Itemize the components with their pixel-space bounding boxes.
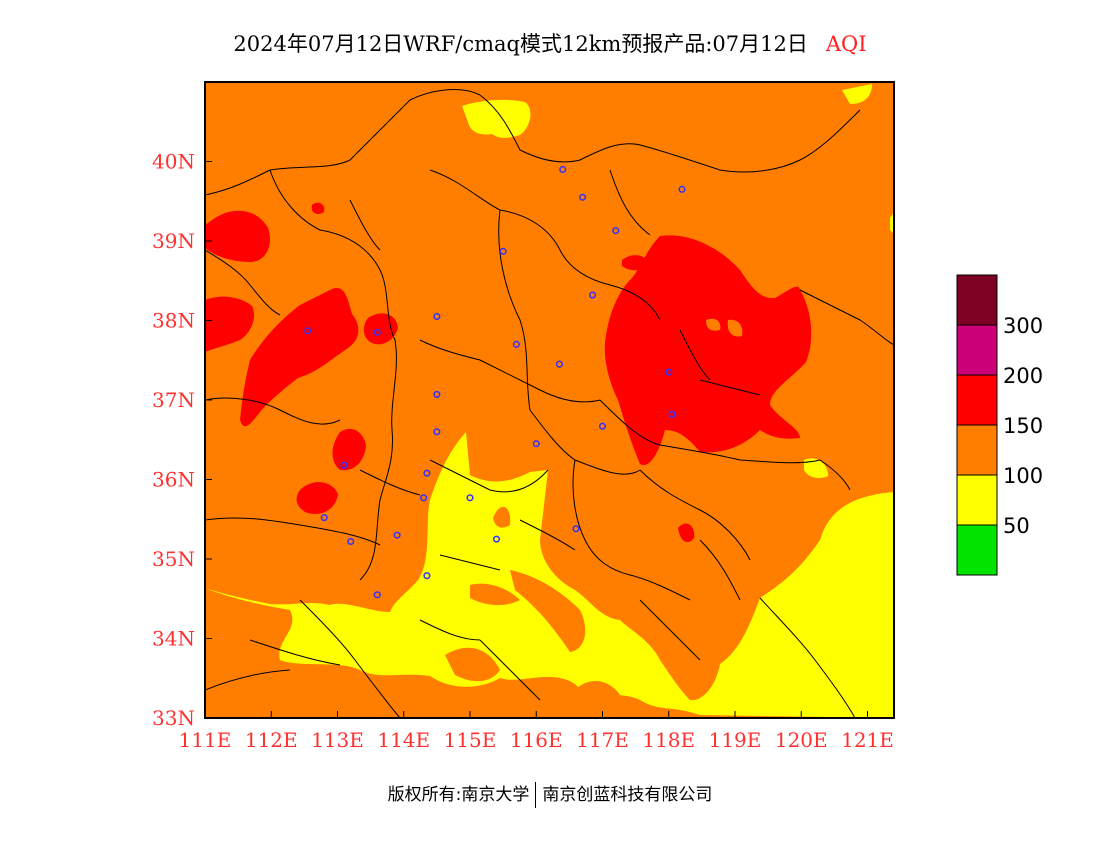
station-marker [320,514,328,522]
legend-label: 200 [1003,364,1043,388]
station-marker [532,440,540,448]
aqi-region-red-west-band [240,288,359,427]
legend-label: 150 [1003,414,1043,438]
x-tick-label: 113E [311,728,364,752]
station-markers [304,165,686,599]
x-tick-label: 116E [510,728,563,752]
station-marker [347,537,355,546]
station-marker [678,185,686,193]
station-marker [499,247,507,255]
aqi-region-red-east [604,235,812,466]
aqi-region-yellow-south [205,432,894,718]
copyright-left: 版权所有:南京大学 [387,785,530,805]
station-marker [598,422,607,430]
y-tick-label: 40N [152,150,195,174]
station-marker [665,368,673,376]
legend-swatch [956,324,998,376]
y-tick-label: 39N [152,229,195,253]
x-tick-label: 114E [377,728,430,752]
aqi-region-red-west-1 [205,210,270,262]
map-plot-area [205,82,894,718]
aqi-region-red-jincheng [296,482,338,514]
map-title: 2024年07月12日WRF/cmaq模式12km预报产品:07月12日 AQI [0,28,1100,58]
station-marker [393,531,401,539]
station-marker [579,193,587,201]
aqi-region-red-changzhi [332,428,366,471]
legend-swatch [956,524,998,576]
aqi-region-red-small-1 [311,202,325,214]
station-marker [559,165,567,173]
x-tick-label: 118E [642,728,695,752]
legend-label: 50 [1003,514,1030,538]
y-tick-label: 35N [152,547,195,571]
y-tick-label: 34N [152,627,195,651]
station-marker [612,227,620,235]
x-tick-label: 115E [444,728,497,752]
aqi-region-orange-strip-3 [470,583,520,606]
y-tick-label: 33N [152,706,195,730]
station-marker [340,461,348,469]
copyright-footer: 版权所有:南京大学 南京创蓝科技有限公司 [0,780,1100,808]
legend-label: 300 [1003,314,1043,338]
aqi-region-orange-hole-1 [727,319,743,337]
station-marker [668,410,676,418]
legend-swatch [956,424,998,476]
station-marker [433,428,441,436]
x-tick-label: 121E [841,728,894,752]
copyright-separator [535,782,537,808]
x-axis: 111E 112E 113E 114E 115E 116E 117E 118E 119E 120E… [179,711,894,752]
station-marker [572,525,580,533]
station-marker [420,494,428,502]
title-main: 2024年07月12日WRF/cmaq模式12km预报产品:07月12日 [233,32,808,56]
x-tick-label: 120E [775,728,828,752]
legend-swatch [956,374,998,426]
legend-swatch [956,274,998,326]
x-tick-label: 111E [179,728,232,752]
station-marker [423,572,431,580]
legend-swatch [956,474,998,526]
station-marker [373,591,381,599]
aqi-region-red-linyi [678,523,695,543]
x-tick-label: 119E [709,728,762,752]
legend-label: 100 [1003,464,1043,488]
title-product: AQI [825,32,867,56]
aqi-region-yellow-northeast [842,84,872,104]
station-marker [466,494,474,502]
station-marker [304,327,312,335]
station-marker [423,469,431,477]
station-marker [433,390,441,398]
aqi-region-orange-strip-2 [510,570,586,652]
station-marker [373,328,381,336]
station-marker [555,360,563,368]
aqi-region-yellow-north [462,99,531,138]
station-marker [433,312,441,321]
y-tick-label: 38N [152,309,195,333]
station-marker [492,535,501,543]
y-tick-label: 37N [152,388,195,412]
copyright-right: 南京创蓝科技有限公司 [542,785,713,805]
y-axis: 33N 34N 35N 36N 37N 38N 39N 40N [152,150,212,730]
aqi-region-orange-strip-4 [575,680,620,708]
aqi-region-red-east-north-lobe [622,255,650,271]
station-marker [512,340,520,348]
aqi-legend: 50 100 150 200 300 [956,274,1043,576]
y-tick-label: 36N [152,468,195,492]
x-tick-label: 117E [576,728,629,752]
station-marker [589,291,597,299]
administrative-boundaries [205,89,894,718]
aqi-region-orange-hole-2 [706,318,721,331]
aqi-region-orange-strip-1 [445,647,500,682]
aqi-region-orange-blob-5 [493,506,511,528]
aqi-region-yellow-coast-1 [804,458,828,478]
x-tick-label: 112E [245,728,298,752]
aqi-region-red-west-2 [205,296,255,352]
